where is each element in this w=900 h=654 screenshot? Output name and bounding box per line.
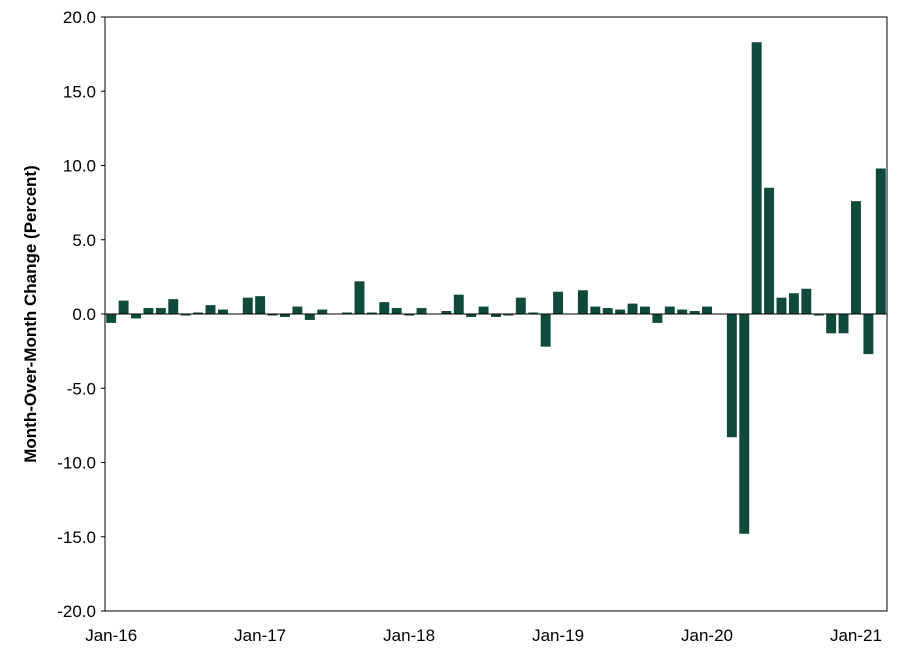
x-tick-label: Jan-21 [830,626,882,645]
bar [317,309,328,314]
bar [863,314,874,355]
bar [118,300,129,314]
y-tick-label: -10.0 [57,454,96,473]
bar [180,314,191,316]
y-tick-label: 5.0 [72,231,96,250]
bar [143,308,154,314]
y-tick-label: -15.0 [57,528,96,547]
y-tick-label: 20.0 [63,8,96,27]
plot-area-frame [104,16,888,612]
bar [776,297,787,314]
bar [627,303,638,314]
x-tick-label: Jan-16 [85,626,137,645]
bar [255,296,266,314]
bar [528,312,539,314]
bar [664,306,675,314]
bar [391,308,402,314]
bar [764,187,775,314]
bar [466,314,477,317]
y-tick-label: 10.0 [63,157,96,176]
bar [615,309,626,314]
bar [404,314,415,316]
bar [851,201,861,314]
bar [801,288,812,314]
bar [106,314,117,323]
bar [453,294,464,314]
bar [242,297,253,314]
bar [503,314,514,316]
bar [354,281,365,314]
y-tick-label: -5.0 [67,379,96,398]
bar [515,297,526,314]
bar [366,312,377,314]
bar [267,314,278,316]
bar [739,314,750,534]
bar [788,293,799,314]
bar [677,309,688,314]
bar [416,308,427,314]
bar [639,306,650,314]
x-tick-label: Jan-19 [532,626,584,645]
bar [131,314,141,319]
bar [813,314,824,316]
bar [726,314,737,438]
bar [838,314,849,334]
bar [280,314,290,317]
bar [553,291,564,314]
bar [304,314,315,320]
bar [540,314,551,347]
x-tick-label: Jan-18 [383,626,435,645]
bar [478,306,489,314]
bar [602,308,613,314]
bar [342,312,353,314]
bar [292,306,303,314]
bar [379,302,390,314]
bar [168,299,179,314]
bar [702,306,712,314]
bar [751,42,762,314]
bar [217,309,228,314]
bar [590,306,601,314]
x-tick-label: Jan-17 [234,626,286,645]
bar [205,305,216,314]
y-tick-label: 15.0 [63,82,96,101]
bar [441,311,452,314]
bar [689,311,700,314]
bar [875,168,886,314]
bar [155,308,166,314]
bar [193,312,204,314]
bar [826,314,837,334]
y-tick-label: -20.0 [57,602,96,621]
y-tick-label: 0.0 [72,305,96,324]
y-axis-title: Month-Over-Month Change (Percent) [21,165,40,463]
bar [652,314,663,323]
x-tick-label: Jan-20 [681,626,733,645]
bar [577,290,588,314]
bar [491,314,501,317]
